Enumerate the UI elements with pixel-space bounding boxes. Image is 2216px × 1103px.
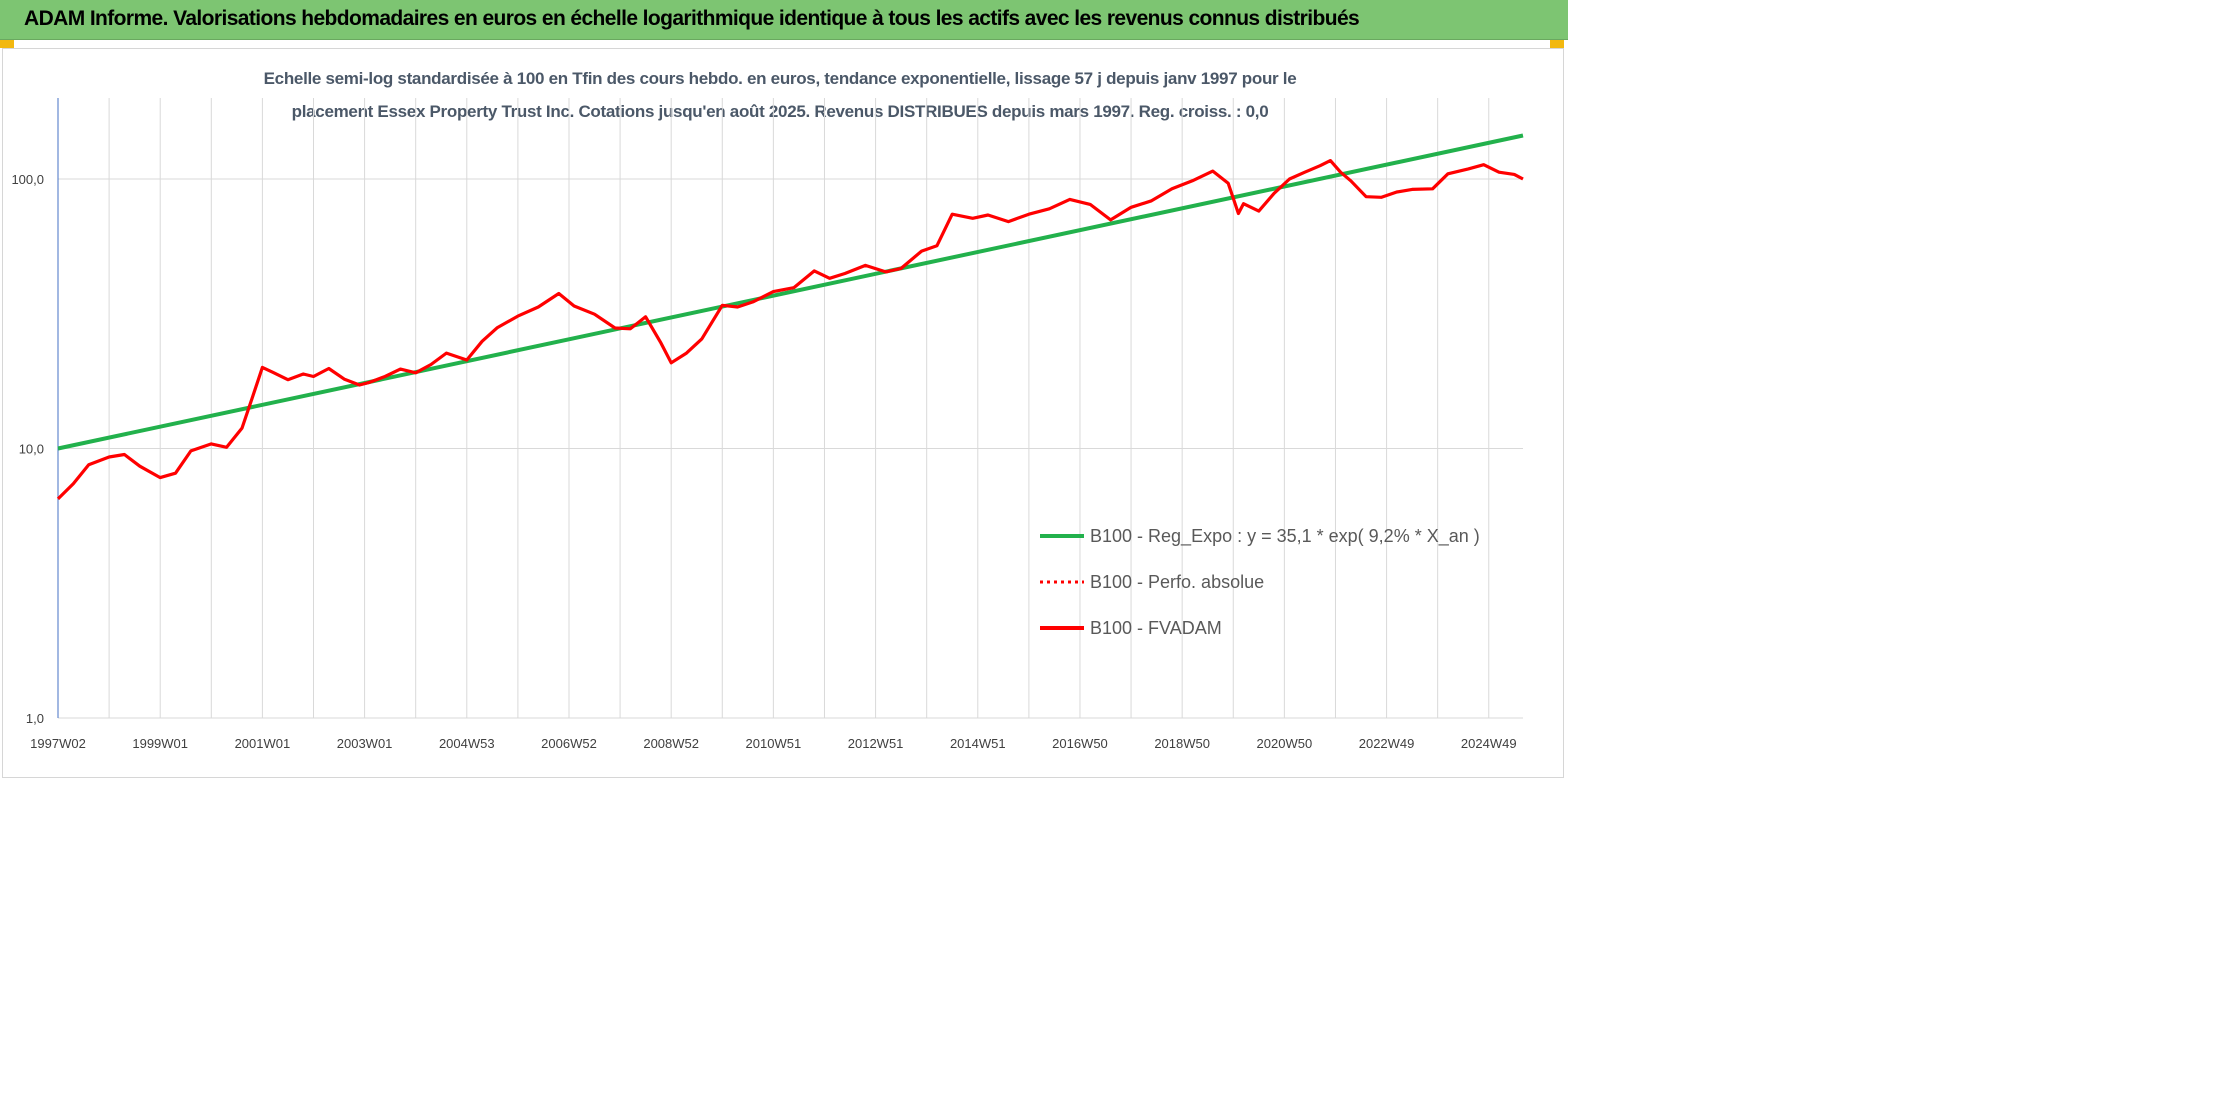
legend: B100 - Reg_Expo : y = 35,1 * exp( 9,2% *… xyxy=(1040,526,1480,638)
chart-svg: 1,0 10,0 100,0 1997W02 1999W01 2001W01 2003W01… xyxy=(11,98,1524,751)
x-tick-label: 2004W53 xyxy=(439,736,495,751)
series xyxy=(56,133,1524,501)
legend-label: B100 - Perfo. absolue xyxy=(1090,572,1264,592)
x-tick-label: 2016W50 xyxy=(1052,736,1108,751)
legend-label: B100 - Reg_Expo : y = 35,1 * exp( 9,2% *… xyxy=(1090,526,1480,547)
x-tick-label: 2008W52 xyxy=(643,736,699,751)
x-tick-label: 2001W01 xyxy=(235,736,291,751)
x-tick-label: 2003W01 xyxy=(337,736,393,751)
x-tick-label: 2022W49 xyxy=(1359,736,1415,751)
x-tick-label: 2010W51 xyxy=(746,736,802,751)
x-tick-label: 2018W50 xyxy=(1154,736,1210,751)
chart-title: Echelle semi-log standardisée à 100 en T… xyxy=(263,69,1297,88)
axes: 1,0 10,0 100,0 1997W02 1999W01 2001W01 2003W01… xyxy=(11,98,1517,751)
report-header: ADAM Informe. Valorisations hebdomadaire… xyxy=(0,0,1568,40)
legend-label: B100 - FVADAM xyxy=(1090,618,1222,638)
y-tick-label: 100,0 xyxy=(11,172,44,187)
x-tick-label: 2012W51 xyxy=(848,736,904,751)
x-tick-label: 2006W52 xyxy=(541,736,597,751)
grid xyxy=(58,98,1523,719)
corner-mark-top-right xyxy=(1550,40,1564,48)
chart-subtitle: placement Essex Property Trust Inc. Cota… xyxy=(291,102,1269,121)
corner-mark-top-left xyxy=(0,40,14,48)
x-tick-label: 2024W49 xyxy=(1461,736,1517,751)
series-line-0 xyxy=(57,133,1524,451)
x-tick-label: 1999W01 xyxy=(132,736,188,751)
x-tick-label: 2020W50 xyxy=(1257,736,1313,751)
report-title: ADAM Informe. Valorisations hebdomadaire… xyxy=(24,7,1360,30)
x-tick-label: 1997W02 xyxy=(30,736,86,751)
y-tick-label: 10,0 xyxy=(19,442,44,457)
series-line-2 xyxy=(56,159,1524,501)
y-tick-label: 1,0 xyxy=(26,711,44,726)
x-tick-label: 2014W51 xyxy=(950,736,1006,751)
